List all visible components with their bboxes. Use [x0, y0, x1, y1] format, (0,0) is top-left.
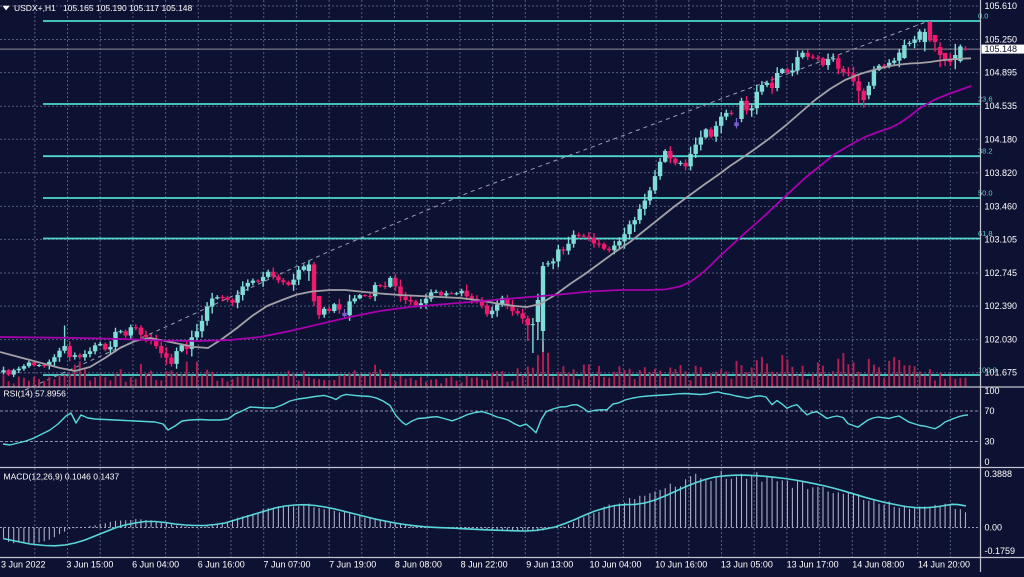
svg-text:104.895: 104.895: [985, 68, 1018, 78]
svg-text:0.0: 0.0: [978, 12, 988, 21]
svg-text:103.820: 103.820: [985, 168, 1018, 178]
svg-text:104.535: 104.535: [985, 101, 1018, 111]
svg-text:104.180: 104.180: [985, 134, 1018, 144]
svg-text:MACD(12,26,9) 0.1046 0.1437: MACD(12,26,9) 0.1046 0.1437: [4, 472, 120, 482]
svg-text:10 Jun 04:00: 10 Jun 04:00: [589, 560, 641, 570]
svg-text:USDX+,H1 105.165 105.190 105: USDX+,H1 105.165 105.190 105.117 105.148: [14, 3, 193, 13]
svg-text:3 Jun 2022: 3 Jun 2022: [1, 560, 46, 570]
svg-text:101.675: 101.675: [985, 368, 1018, 378]
svg-text:105.148: 105.148: [985, 44, 1018, 54]
svg-text:7 Jun 07:00: 7 Jun 07:00: [263, 560, 310, 570]
svg-text:0.3888: 0.3888: [985, 469, 1013, 479]
svg-text:102.390: 102.390: [985, 301, 1018, 311]
svg-text:3 Jun 15:00: 3 Jun 15:00: [66, 560, 113, 570]
svg-text:105.250: 105.250: [985, 35, 1018, 45]
svg-text:13 Jun 05:00: 13 Jun 05:00: [721, 560, 773, 570]
svg-text:RSI(14) 57.8956: RSI(14) 57.8956: [4, 389, 67, 399]
svg-text:0: 0: [985, 457, 990, 467]
svg-text:70: 70: [985, 406, 995, 416]
svg-text:102.745: 102.745: [985, 268, 1018, 278]
svg-text:8 Jun 08:00: 8 Jun 08:00: [395, 560, 442, 570]
svg-text:30: 30: [985, 437, 995, 447]
svg-text:6 Jun 04:00: 6 Jun 04:00: [132, 560, 179, 570]
svg-text:105.610: 105.610: [985, 1, 1018, 11]
svg-text:10 Jun 16:00: 10 Jun 16:00: [655, 560, 707, 570]
svg-text:103.460: 103.460: [985, 201, 1018, 211]
svg-text:102.030: 102.030: [985, 335, 1018, 345]
svg-text:6 Jun 16:00: 6 Jun 16:00: [198, 560, 245, 570]
svg-text:-0.1759: -0.1759: [985, 546, 1016, 556]
svg-text:0.00: 0.00: [985, 523, 1003, 533]
svg-text:14 Jun 08:00: 14 Jun 08:00: [852, 560, 904, 570]
svg-text:8 Jun 22:00: 8 Jun 22:00: [461, 560, 508, 570]
svg-text:7 Jun 19:00: 7 Jun 19:00: [329, 560, 376, 570]
svg-text:13 Jun 17:00: 13 Jun 17:00: [787, 560, 839, 570]
svg-text:100: 100: [985, 386, 1000, 396]
svg-text:9 Jun 13:00: 9 Jun 13:00: [526, 560, 573, 570]
svg-text:103.105: 103.105: [985, 234, 1018, 244]
svg-text:14 Jun 20:00: 14 Jun 20:00: [918, 560, 970, 570]
